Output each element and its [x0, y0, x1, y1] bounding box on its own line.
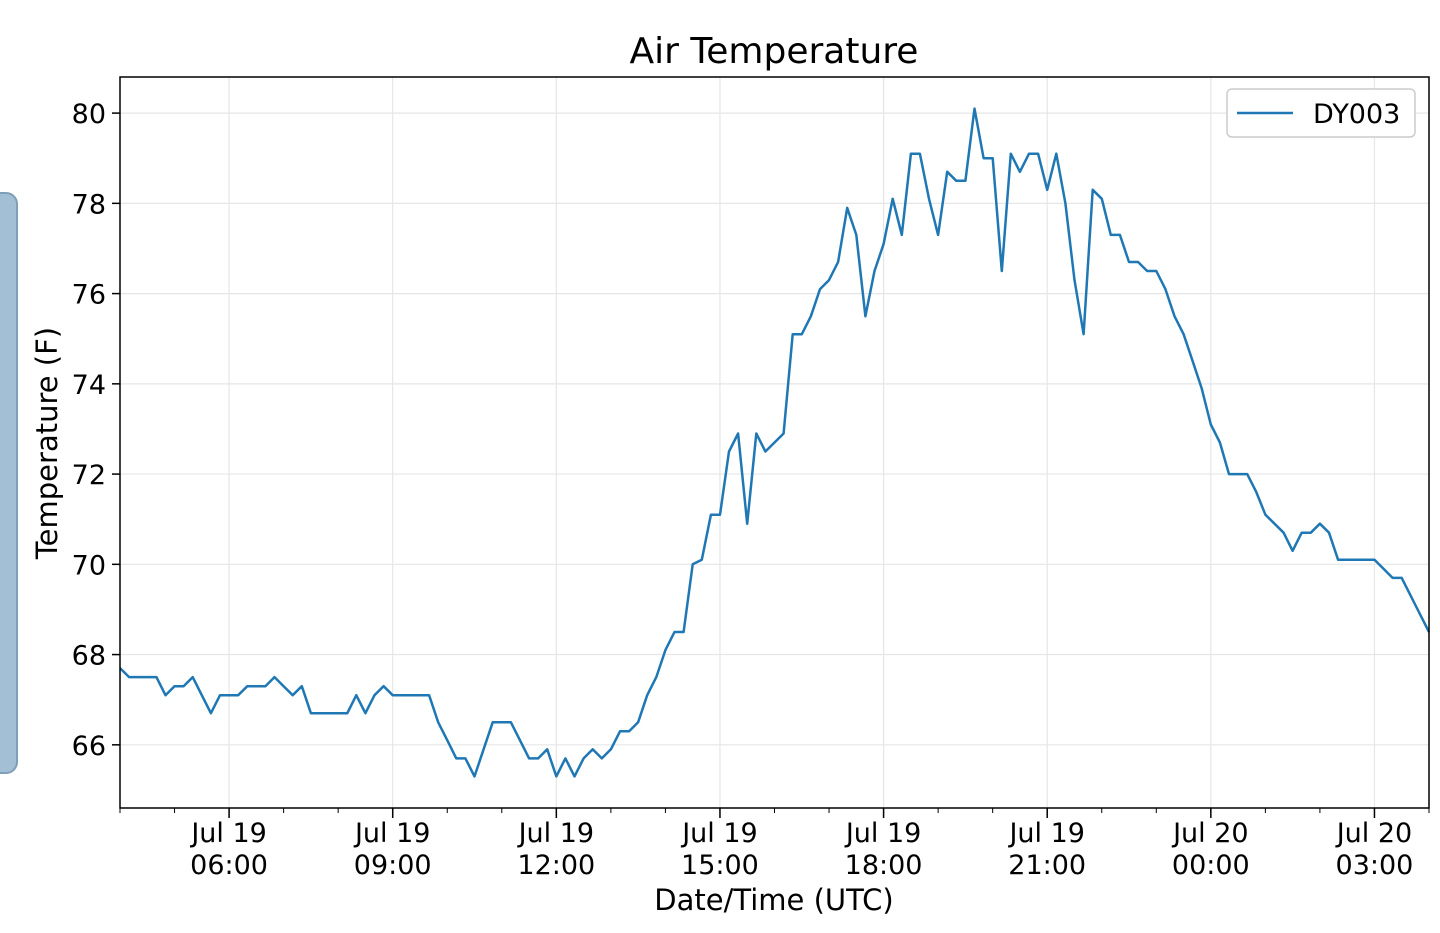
- legend: DY003: [1226, 88, 1416, 138]
- series-layer: [119, 107, 1431, 778]
- plot-frame: [119, 76, 1430, 809]
- y-tick-label: 72: [72, 460, 106, 491]
- y-tick-label: 78: [72, 189, 106, 220]
- x-tick-label-time: 03:00: [1336, 850, 1414, 881]
- x-tick-label-time: 09:00: [354, 850, 432, 881]
- y-tick-label: 80: [72, 99, 106, 130]
- x-tick-label-date: Jul 20: [1171, 818, 1249, 849]
- x-tick-label-date: Jul 19: [189, 818, 267, 849]
- x-tick-label-date: Jul 19: [517, 818, 595, 849]
- series-line-dy003: [119, 107, 1431, 778]
- legend-frame: [1226, 88, 1416, 138]
- legend-label: DY003: [1313, 99, 1400, 130]
- x-axis-label: Date/Time (UTC): [654, 883, 893, 917]
- x-tick-label-time: 12:00: [517, 850, 595, 881]
- y-tick-label: 68: [72, 641, 106, 672]
- x-tick-label-time: 06:00: [190, 850, 268, 881]
- x-tick-label-time: 00:00: [1172, 850, 1250, 881]
- x-tick-label-time: 18:00: [845, 850, 923, 881]
- y-tick-label: 74: [72, 370, 106, 401]
- x-tick-label-date: Jul 19: [353, 818, 431, 849]
- chart-title: Air Temperature: [630, 31, 919, 72]
- y-tick-label: 76: [72, 280, 106, 311]
- x-tick-label-date: Jul 20: [1335, 818, 1413, 849]
- grid: [120, 77, 1429, 808]
- x-tick-label-time: 21:00: [1008, 850, 1086, 881]
- y-tick-label: 70: [72, 550, 106, 581]
- x-tick-label-date: Jul 19: [680, 818, 758, 849]
- x-tick-label-date: Jul 19: [844, 818, 922, 849]
- x-tick-label-time: 15:00: [681, 850, 759, 881]
- side-panel-tab[interactable]: [0, 192, 18, 774]
- y-tick-label: 66: [72, 731, 106, 762]
- x-tick-label-date: Jul 19: [1007, 818, 1085, 849]
- y-axis-label: Temperature (F): [30, 327, 64, 560]
